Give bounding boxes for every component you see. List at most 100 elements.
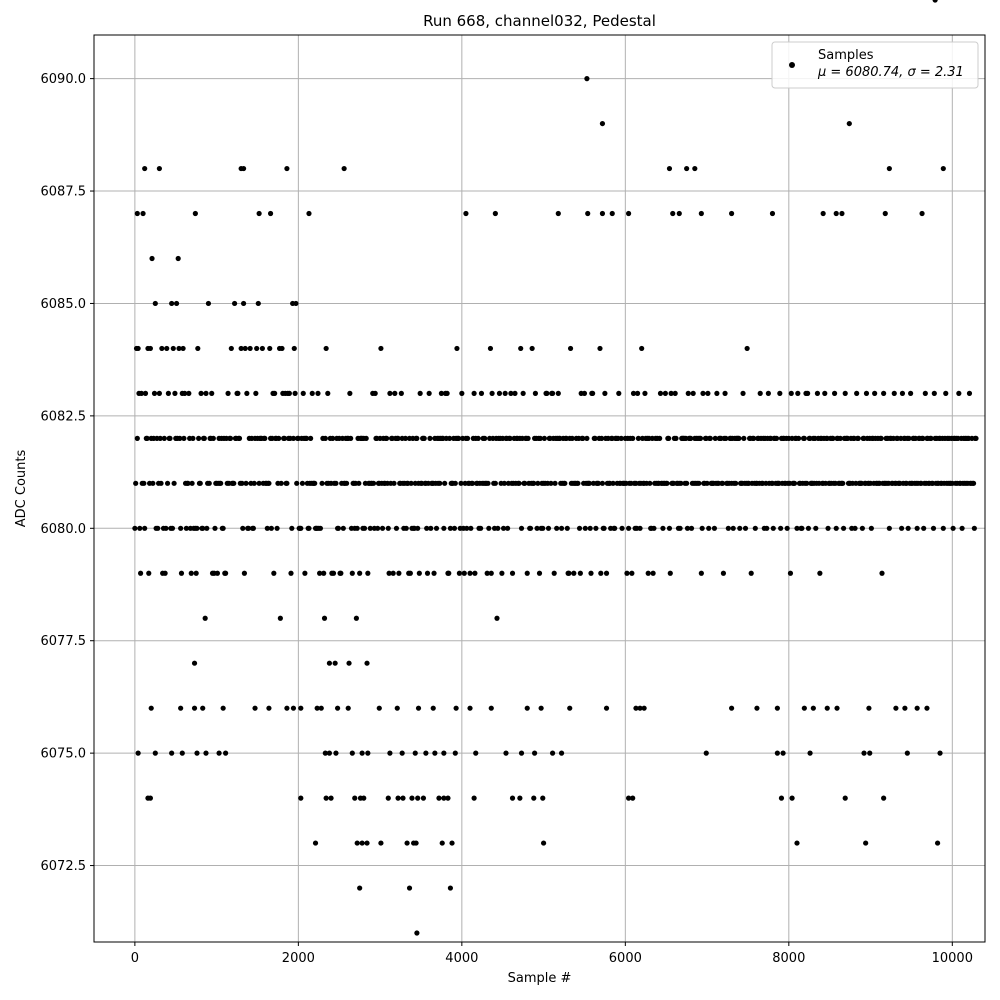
data-point — [612, 525, 618, 531]
data-point — [387, 750, 393, 756]
data-point — [603, 705, 610, 711]
data-point — [378, 840, 384, 846]
y-tick-label: 6090.0 — [41, 72, 87, 87]
data-point — [242, 345, 248, 352]
data-point — [133, 480, 139, 486]
data-point — [599, 210, 606, 217]
data-point — [518, 525, 525, 531]
data-point — [402, 435, 409, 441]
data-point — [441, 795, 447, 801]
data-point — [637, 525, 643, 531]
data-point — [333, 480, 339, 486]
data-point — [204, 525, 210, 531]
data-point — [518, 750, 525, 756]
data-point — [268, 525, 274, 531]
data-point — [365, 570, 371, 576]
data-point — [202, 615, 208, 621]
data-point — [765, 390, 771, 396]
data-point — [284, 705, 290, 711]
data-point — [240, 300, 247, 307]
data-point — [407, 570, 413, 576]
legend: Samples μ = 6080.74, σ = 2.31 — [771, 41, 979, 89]
data-point — [534, 525, 540, 531]
data-point — [706, 525, 712, 531]
data-point — [271, 570, 277, 576]
data-point — [595, 480, 601, 486]
data-point — [697, 435, 704, 441]
data-point — [919, 210, 925, 217]
data-point — [421, 435, 427, 441]
plot-frame — [93, 34, 986, 943]
data-point — [290, 435, 297, 441]
data-point — [236, 435, 243, 441]
data-point — [365, 750, 371, 756]
data-point — [692, 165, 698, 172]
data-point — [489, 390, 495, 396]
data-point — [796, 435, 802, 441]
data-point — [298, 705, 304, 711]
data-point — [722, 390, 728, 396]
data-point — [690, 390, 696, 396]
data-point — [349, 570, 355, 576]
data-point — [524, 705, 530, 711]
data-point — [956, 390, 962, 396]
data-point — [881, 390, 887, 396]
data-point — [209, 390, 215, 396]
data-point — [346, 660, 352, 666]
data-point — [347, 390, 353, 396]
data-point — [403, 525, 409, 531]
data-point — [639, 345, 645, 352]
data-point — [581, 390, 588, 396]
data-point — [370, 480, 377, 486]
data-point — [228, 345, 234, 352]
data-point — [394, 705, 400, 711]
data-point — [485, 480, 491, 486]
x-tick-label: 0 — [131, 951, 139, 966]
data-point — [239, 480, 245, 486]
data-point — [626, 210, 632, 217]
data-point — [364, 660, 370, 666]
data-point — [284, 480, 290, 486]
data-point — [587, 525, 593, 531]
data-point — [555, 390, 561, 396]
data-point — [326, 660, 333, 666]
data-point — [688, 435, 694, 441]
data-point — [684, 480, 690, 486]
data-point — [384, 435, 390, 441]
data-point — [825, 525, 831, 531]
data-point — [970, 480, 977, 486]
data-point — [672, 390, 678, 396]
data-point — [774, 705, 780, 711]
data-point — [400, 795, 406, 801]
data-point — [447, 525, 453, 531]
data-point — [398, 390, 404, 396]
data-point — [148, 705, 154, 711]
data-point — [135, 750, 141, 756]
data-point — [253, 390, 259, 396]
data-point — [225, 390, 231, 396]
data-point — [361, 525, 368, 531]
data-point — [328, 795, 334, 801]
data-point — [231, 480, 237, 486]
data-point — [216, 750, 222, 756]
data-point — [414, 930, 420, 936]
data-point — [902, 705, 908, 711]
data-point — [496, 390, 503, 396]
data-point — [525, 435, 531, 441]
data-point — [352, 795, 358, 801]
data-point — [684, 525, 691, 531]
data-point — [306, 525, 312, 531]
data-point — [778, 795, 785, 801]
data-point — [463, 210, 469, 217]
data-point — [170, 345, 176, 352]
data-point — [488, 705, 494, 711]
data-point — [774, 750, 780, 756]
data-point — [322, 750, 328, 756]
data-point — [580, 435, 586, 441]
data-point — [794, 840, 800, 846]
data-point — [386, 570, 392, 576]
data-point — [395, 795, 401, 801]
data-point — [441, 525, 447, 531]
data-point — [266, 705, 272, 711]
